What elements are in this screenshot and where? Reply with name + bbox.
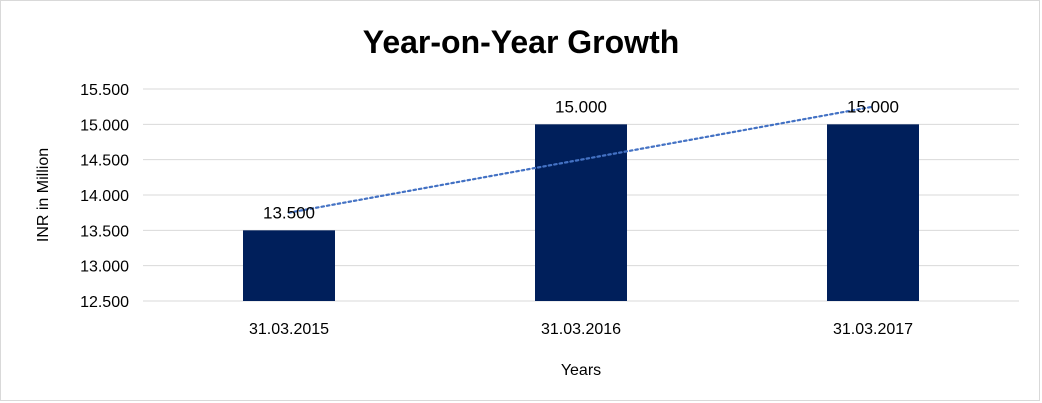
bar [535,124,627,301]
y-tick-label: 15.000 [80,117,129,134]
y-tick-label: 12.500 [80,294,129,311]
x-tick-label: 31.03.2015 [249,321,329,338]
x-tick-label: 31.03.2017 [833,321,913,338]
bar [827,124,919,301]
chart-title: Year-on-Year Growth [363,24,680,60]
bar [243,230,335,301]
x-axis-title: Years [561,362,601,379]
data-label: 15.000 [847,97,899,116]
data-label: 13.500 [263,203,315,222]
data-label: 15.000 [555,97,607,116]
y-tick-label: 14.000 [80,188,129,205]
y-tick-label: 14.500 [80,153,129,170]
trendline [287,105,875,214]
y-tick-label: 15.500 [80,82,129,99]
x-tick-label: 31.03.2016 [541,321,621,338]
y-tick-label: 13.000 [80,259,129,276]
y-tick-label: 13.500 [80,223,129,240]
y-axis-title: INR in Million [35,148,52,242]
